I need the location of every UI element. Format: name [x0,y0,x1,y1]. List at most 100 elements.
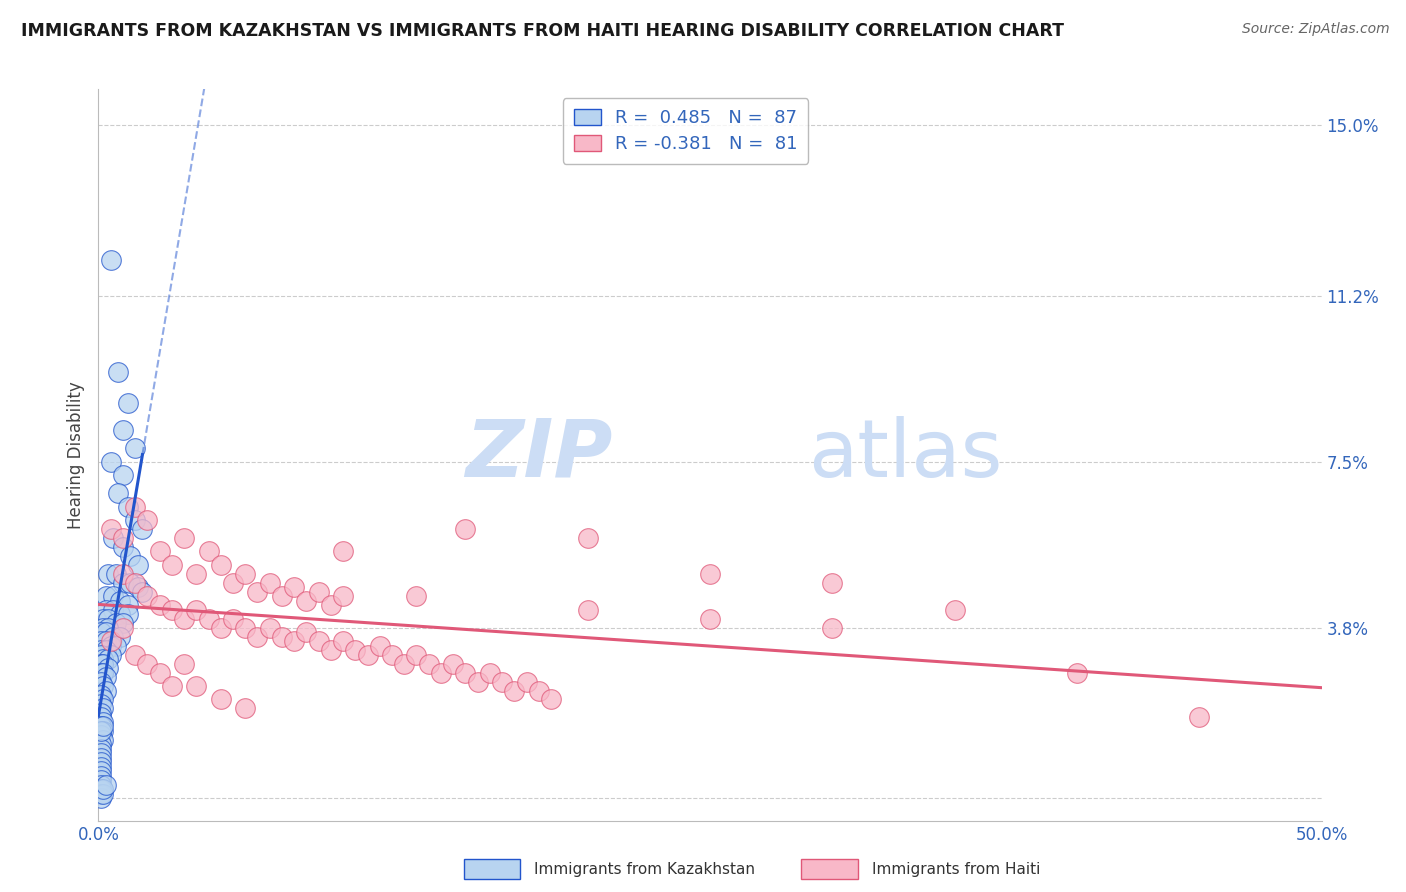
Point [186,603,208,617]
Point [91,665,114,680]
Point [246,584,269,599]
Point [91,652,114,666]
Point [111,423,134,437]
Point [392,657,416,671]
Point [699,566,721,581]
Point [160,558,183,572]
Point [160,679,183,693]
Point [94,670,117,684]
Point [295,593,318,607]
Point [110,607,132,622]
Point [454,522,477,536]
Point [94,603,117,617]
Point [209,558,232,572]
Text: Immigrants from Kazakhstan: Immigrants from Kazakhstan [534,863,755,877]
Point [90,764,112,779]
Point [270,630,294,644]
Point [173,612,195,626]
Point [97,621,120,635]
Point [405,589,427,603]
Point [100,639,122,653]
Point [90,706,112,720]
Point [233,621,256,635]
Point [90,760,112,774]
Point [270,589,294,603]
Point [197,544,219,558]
Point [127,580,149,594]
Point [149,544,172,558]
Point [111,616,134,631]
Point [332,544,354,558]
Point [209,692,232,706]
Point [90,791,112,805]
Point [478,665,501,680]
Point [90,643,112,657]
Point [283,634,305,648]
Point [97,661,120,675]
Point [111,566,134,581]
Point [91,621,114,635]
Point [197,612,219,626]
Point [100,522,122,536]
Point [110,593,132,607]
Point [308,584,330,599]
Point [136,589,159,603]
Point [90,751,112,765]
Point [283,580,305,594]
Point [90,773,112,788]
Point [90,634,112,648]
Point [160,603,183,617]
Point [368,639,391,653]
Point [91,657,114,671]
Text: IMMIGRANTS FROM KAZAKHSTAN VS IMMIGRANTS FROM HAITI HEARING DISABILITY CORRELATI: IMMIGRANTS FROM KAZAKHSTAN VS IMMIGRANTS… [21,22,1064,40]
Point [91,692,114,706]
Point [107,365,129,379]
Point [430,665,453,680]
Point [91,723,114,738]
Point [111,531,134,545]
Point [540,692,562,706]
Point [344,643,367,657]
Text: Immigrants from Haiti: Immigrants from Haiti [872,863,1040,877]
Point [104,566,127,581]
Point [91,732,114,747]
Text: atlas: atlas [808,416,1002,494]
Point [149,665,172,680]
Point [101,603,124,617]
Point [308,634,330,648]
Point [97,652,120,666]
Point [1066,665,1088,680]
Point [222,575,245,590]
Point [332,634,354,648]
Point [90,723,112,738]
Point [94,625,117,640]
Point [90,787,112,801]
Point [94,778,117,792]
Point [467,674,489,689]
Point [503,683,526,698]
Point [100,634,122,648]
Point [117,607,139,622]
Point [90,747,112,761]
Point [111,621,134,635]
Point [136,513,159,527]
Point [101,531,124,545]
Point [246,630,269,644]
Point [381,648,404,662]
Point [319,599,342,613]
Point [90,625,112,640]
Point [319,643,342,657]
Point [821,621,844,635]
Point [90,710,112,724]
Point [124,513,146,527]
Point [576,603,599,617]
Point [120,549,142,563]
Point [104,616,127,631]
Point [186,566,208,581]
Point [131,584,153,599]
Point [91,701,114,715]
Point [94,643,117,657]
Point [90,782,112,797]
Point [90,737,112,751]
Text: Source: ZipAtlas.com: Source: ZipAtlas.com [1241,22,1389,37]
